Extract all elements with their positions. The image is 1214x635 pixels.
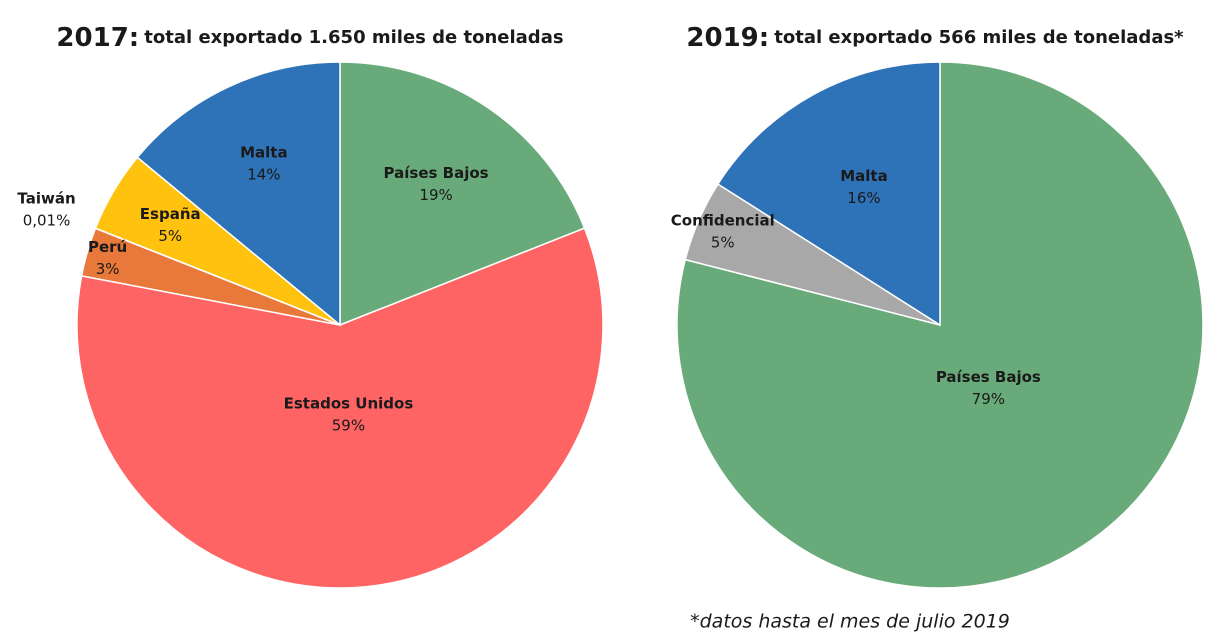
footnote: *datos hasta el mes de julio 2019 <box>690 611 1010 633</box>
slice-label: Malta <box>840 167 887 185</box>
slice-value: 79% <box>972 390 1005 408</box>
pie-slice <box>716 61 941 327</box>
slice-label: Malta <box>240 144 287 162</box>
slice-label: Estados Unidos <box>284 395 414 413</box>
slice-value: 5% <box>158 227 182 245</box>
title-year: 2019: <box>686 23 769 53</box>
pie-slice <box>136 61 341 327</box>
slice-value: 3% <box>96 260 120 278</box>
chart-title: 2017: total exportado 1.650 miles de ton… <box>56 23 563 53</box>
slice-label: Confidencial <box>671 211 775 229</box>
slice-value: 5% <box>711 233 735 251</box>
slice-label: Perú <box>88 238 127 256</box>
slice-value: 59% <box>332 417 365 435</box>
chart-title: 2019: total exportado 566 miles de tonel… <box>686 23 1184 53</box>
title-year: 2017: <box>56 23 139 53</box>
title-text: total exportado 566 miles de toneladas* <box>774 27 1184 48</box>
slice-label: Países Bajos <box>936 368 1041 386</box>
slice-label: Países Bajos <box>384 164 489 182</box>
slice-value: 16% <box>847 189 880 207</box>
slice-value: 19% <box>419 186 452 204</box>
title-text: total exportado 1.650 miles de toneladas <box>144 27 563 48</box>
slice-label: España <box>140 205 201 223</box>
pie-slice <box>676 61 1204 589</box>
slice-label: Taiwán <box>17 189 75 207</box>
slice-value: 0,01% <box>23 211 71 229</box>
slice-value: 14% <box>247 166 280 184</box>
pie-slice <box>76 227 604 589</box>
pie-slice <box>339 61 586 327</box>
